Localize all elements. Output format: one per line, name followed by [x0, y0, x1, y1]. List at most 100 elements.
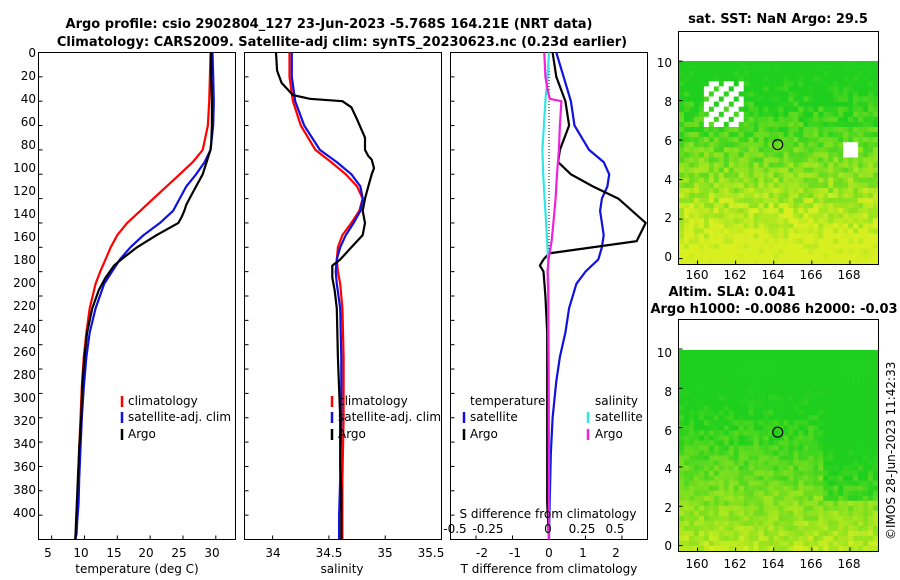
- map-cell: [718, 218, 725, 224]
- map-cell: [768, 365, 774, 371]
- map-cell: [858, 208, 864, 214]
- map-cell: [718, 480, 725, 486]
- map-cell: [843, 380, 849, 386]
- map-cell: [853, 395, 859, 401]
- map-cell: [748, 137, 754, 143]
- map-cell: [853, 147, 859, 153]
- map-cell: [733, 385, 739, 391]
- map-cell: [793, 540, 799, 547]
- map-cell: [753, 66, 759, 72]
- map-cell: [783, 172, 789, 179]
- map-cell: [778, 121, 784, 128]
- map-cell: [743, 395, 749, 401]
- map-cell: [783, 360, 789, 366]
- map-cell: [703, 192, 710, 199]
- map-cell: [743, 238, 749, 245]
- map-cell: [823, 500, 829, 507]
- map-cell: [858, 405, 864, 411]
- map-cell: [868, 480, 874, 486]
- map-cell: [773, 71, 779, 77]
- map-cell: [843, 435, 849, 441]
- map-cell: [788, 253, 794, 260]
- map-cell: [728, 485, 735, 492]
- map-cell: [713, 233, 720, 239]
- map-cell: [808, 218, 814, 224]
- map-cell: [858, 440, 864, 446]
- map-cell: [823, 535, 829, 542]
- map-cell: [798, 480, 804, 486]
- map-cell: [763, 400, 769, 406]
- map-cell: [768, 233, 774, 239]
- map-cell: [728, 172, 735, 179]
- map-cell: [818, 540, 824, 547]
- map-cell: [743, 525, 749, 532]
- map-cell: [808, 350, 814, 356]
- map-cell: [808, 116, 814, 123]
- map-cell: [798, 510, 804, 517]
- map-cell: [793, 465, 799, 471]
- map-cell: [758, 385, 764, 391]
- map-cell: [783, 490, 789, 497]
- map-cell: [803, 495, 809, 502]
- map-cell: [698, 152, 705, 158]
- salinity-legend: climatology satellite-adj. clim Argo: [330, 394, 441, 441]
- map-cell: [848, 86, 854, 92]
- map-cell: [743, 228, 749, 234]
- map-cell: [688, 142, 695, 148]
- map-cell: [693, 530, 700, 537]
- map-cell: [763, 167, 769, 173]
- map-cell: [853, 455, 859, 461]
- map-cell: [868, 157, 874, 163]
- sla-lat-tick: 10: [657, 346, 672, 360]
- map-cell: [838, 91, 844, 97]
- map-cell: [803, 385, 809, 391]
- map-cell: [858, 395, 864, 401]
- map-cell: [813, 157, 819, 163]
- salinity-xlabel: salinity: [320, 562, 363, 576]
- map-cell: [873, 218, 879, 224]
- map-cell: [823, 470, 829, 476]
- map-cell: [798, 198, 804, 204]
- map-cell: [708, 435, 715, 441]
- map-cell: [743, 425, 749, 431]
- map-cell: [773, 530, 779, 537]
- map-cell: [768, 238, 774, 245]
- map-cell: [833, 177, 839, 184]
- map-cell: [828, 410, 834, 416]
- map-cell: [743, 203, 749, 209]
- map-cell: [718, 365, 725, 371]
- map-cell: [708, 182, 715, 189]
- map-cell: [828, 101, 834, 107]
- map-cell: [683, 365, 690, 371]
- map-cell: [708, 223, 715, 229]
- map-cell: [738, 455, 744, 461]
- map-cell: [793, 111, 799, 118]
- map-cell: [838, 258, 844, 265]
- map-cell: [863, 355, 869, 361]
- map-cell: [763, 116, 769, 123]
- map-cell: [738, 106, 744, 113]
- map-cell: [773, 111, 779, 118]
- map-cell: [753, 142, 759, 148]
- map-cell: [728, 365, 735, 371]
- map-cell: [679, 495, 685, 502]
- map-cell: [693, 228, 700, 234]
- map-cell: [748, 410, 754, 416]
- map-cell: [788, 505, 794, 512]
- map-cell: [788, 480, 794, 486]
- map-cell: [843, 490, 849, 497]
- map-cell: [693, 218, 700, 224]
- map-cell: [743, 126, 749, 133]
- map-cell: [703, 440, 710, 446]
- map-cell: [858, 430, 864, 436]
- map-cell: [688, 253, 695, 260]
- map-cell: [703, 66, 710, 72]
- map-cell: [763, 350, 769, 356]
- map-cell: [863, 248, 869, 255]
- map-cell: [693, 400, 700, 406]
- map-cell: [703, 475, 710, 481]
- map-cell: [843, 187, 849, 194]
- map-cell: [748, 208, 754, 214]
- map-cell: [758, 106, 764, 113]
- map-cell: [723, 106, 730, 113]
